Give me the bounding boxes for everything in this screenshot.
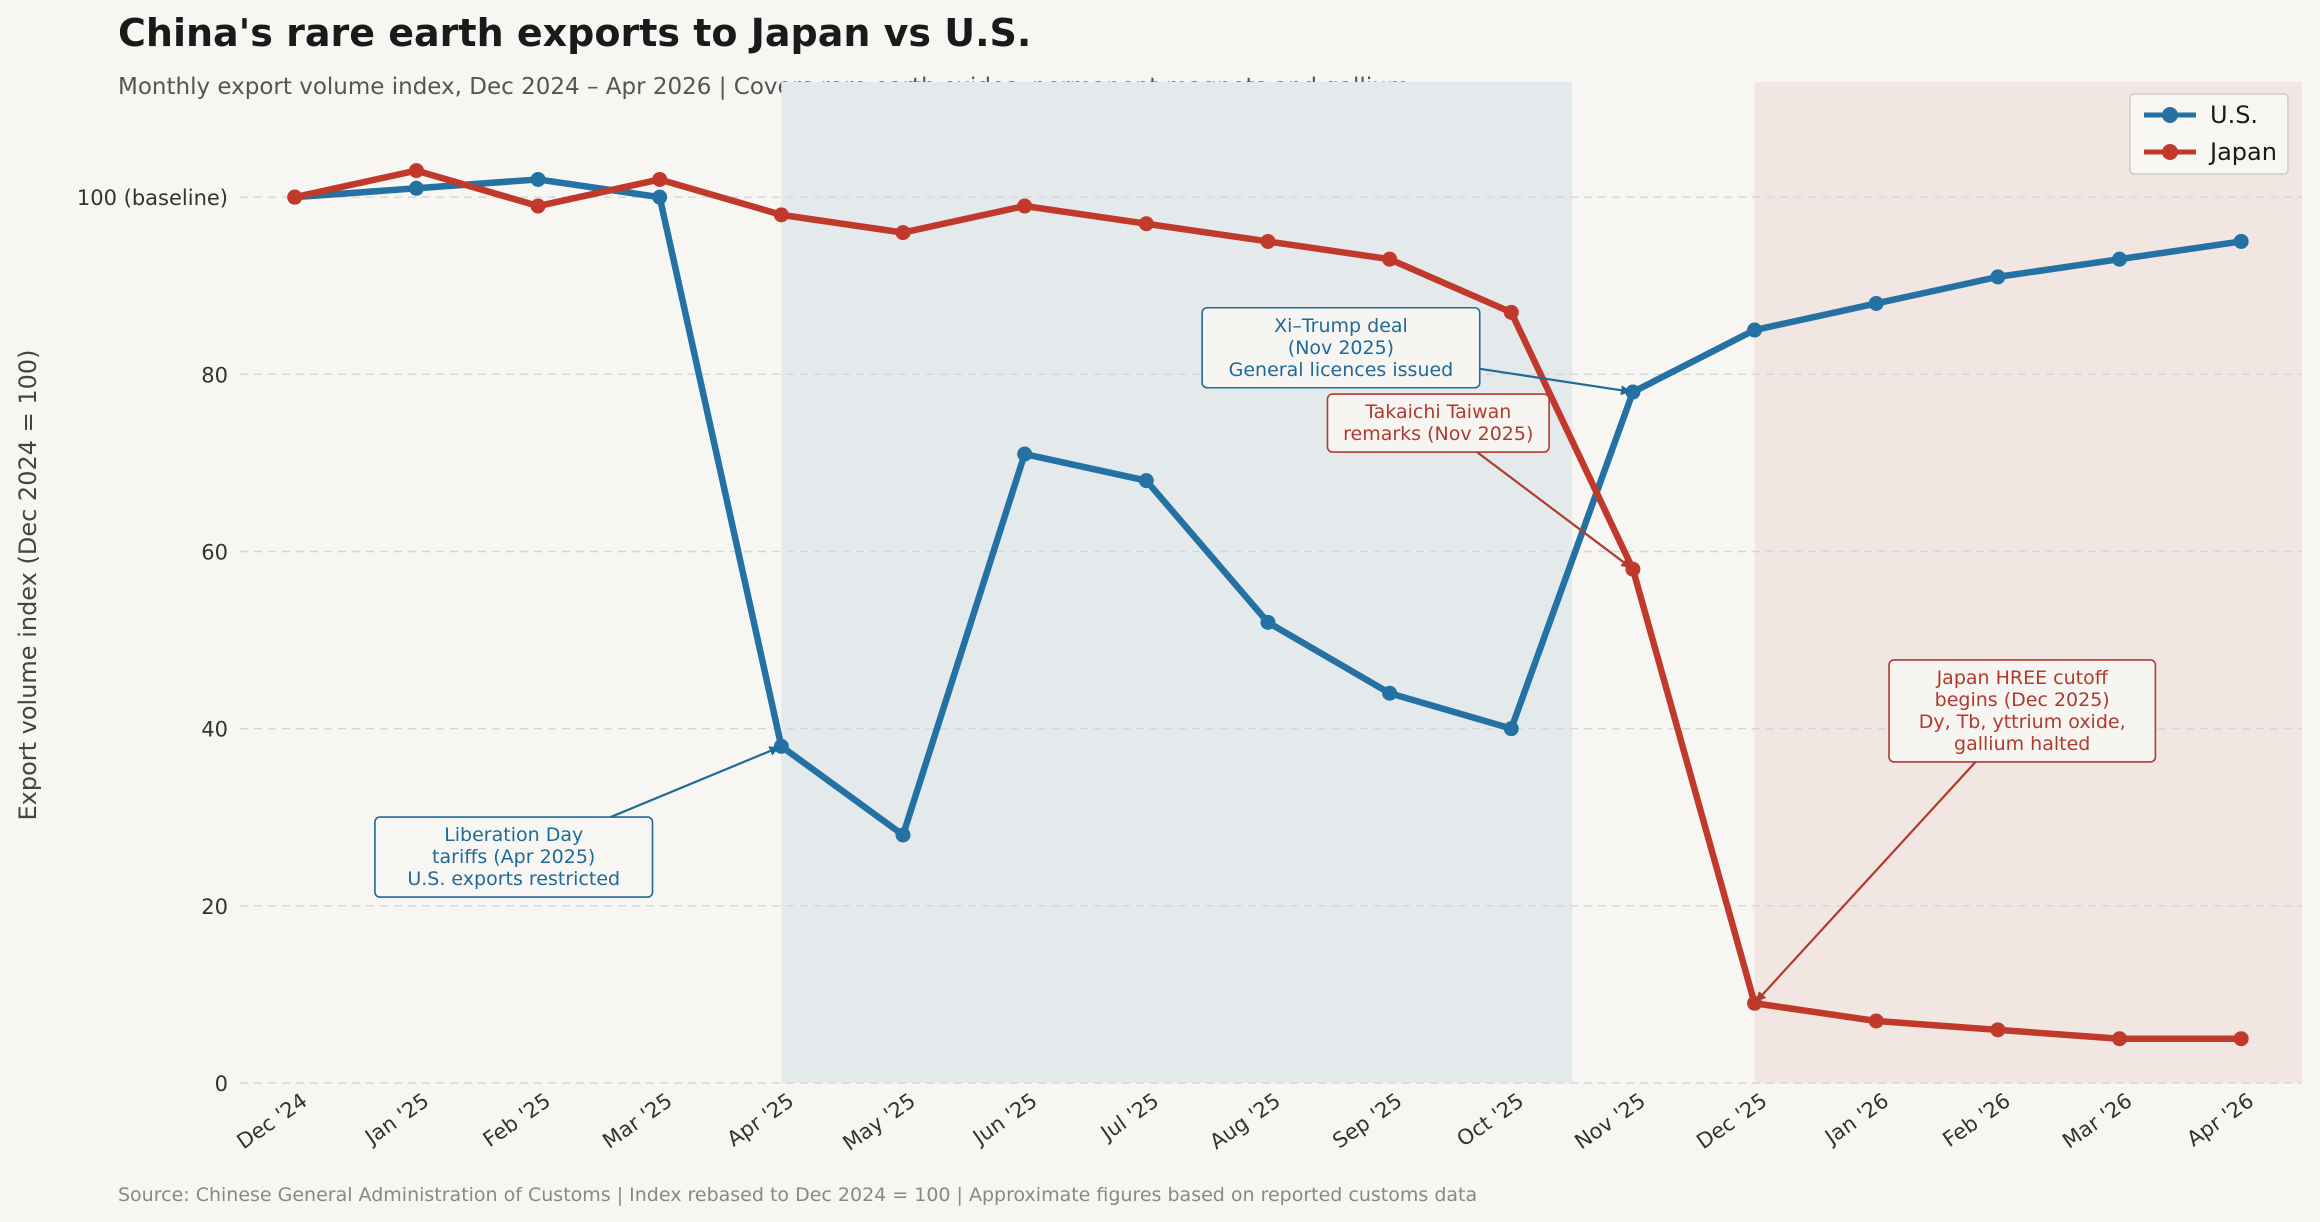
x-tick-labels: Dec '24 Jan '25 Feb '25 Mar '25 Apr '25 May '… — [232, 1088, 2258, 1155]
data-point-us — [1260, 614, 1276, 630]
annotation-arrow — [1755, 761, 1977, 1002]
annotation-text: Liberation Day — [444, 824, 583, 846]
x-tick-label: Mar '26 — [2058, 1088, 2136, 1153]
y-tick-label: 0 — [215, 1072, 228, 1096]
annotation-arrow — [1479, 367, 1631, 396]
legend-label-us: U.S. — [2210, 101, 2258, 129]
data-point-us — [895, 827, 911, 843]
data-point-japan — [530, 198, 546, 214]
x-tick-label: Jun '25 — [967, 1088, 1041, 1150]
data-point-us — [1747, 322, 1763, 338]
source-note: Source: Chinese General Administration o… — [118, 1184, 1477, 1206]
data-point-us — [1868, 295, 1884, 311]
shaded-regions — [781, 82, 2302, 1083]
x-tick-label: Apr '25 — [723, 1088, 799, 1151]
data-point-us — [1017, 446, 1033, 462]
data-point-us — [2112, 251, 2128, 267]
y-tick-label: 100 (baseline) — [77, 186, 228, 210]
annotation-text: Takaichi Taiwan — [1364, 401, 1511, 423]
legend-label-japan: Japan — [2208, 138, 2277, 166]
x-tick-label: Jul '25 — [1095, 1088, 1163, 1146]
annotation-text: Japan HREE cutoff — [1936, 667, 2109, 689]
data-point-japan — [1990, 1022, 2006, 1038]
annotation-text: General licences issued — [1229, 359, 1454, 381]
x-tick-label: Dec '24 — [232, 1088, 311, 1153]
annotation-box — [1201, 306, 1481, 389]
legend-marker-us — [2162, 107, 2178, 123]
annotation-text: begins (Dec 2025) — [1935, 689, 2110, 711]
data-point-us — [652, 189, 668, 205]
annotation-text: remarks (Nov 2025) — [1343, 423, 1533, 445]
annotation-box — [1326, 393, 1550, 453]
x-tick-label: Feb '25 — [479, 1088, 555, 1151]
y-axis-label: Export volume index (Dec 2024 = 100) — [14, 349, 42, 820]
data-point-japan — [1382, 251, 1398, 267]
data-point-us — [773, 738, 789, 754]
data-point-us — [1138, 473, 1154, 489]
shaded-region-1 — [1754, 82, 2302, 1083]
data-point-japan — [408, 163, 424, 179]
annotation-text: Xi–Trump deal — [1274, 315, 1408, 337]
x-tick-label: Feb '26 — [1938, 1088, 2014, 1151]
data-point-japan — [1503, 304, 1519, 320]
annotation-text: (Nov 2025) — [1288, 337, 1394, 359]
shaded-region-0 — [781, 82, 1573, 1083]
data-point-japan — [1260, 233, 1276, 249]
data-point-japan — [773, 207, 789, 223]
annotation-arrow — [1476, 451, 1632, 569]
x-tick-label: Jan '25 — [359, 1088, 433, 1150]
y-tick-label: 80 — [201, 363, 228, 387]
legend: U.S. Japan — [2129, 93, 2289, 175]
data-point-japan — [287, 189, 303, 205]
data-point-japan — [1868, 1013, 1884, 1029]
data-point-us — [2233, 233, 2249, 249]
y-tick-label: 60 — [201, 540, 228, 564]
data-point-us — [1503, 721, 1519, 737]
x-tick-label: Dec '25 — [1692, 1088, 1771, 1153]
y-tick-label: 40 — [201, 718, 228, 742]
x-tick-label: Jan '26 — [1819, 1088, 1893, 1150]
data-point-us — [408, 180, 424, 196]
data-point-japan — [1138, 216, 1154, 232]
data-point-us — [530, 171, 546, 187]
annotation-arrow — [609, 746, 780, 819]
annotation-text: Dy, Tb, yttrium oxide, — [1919, 711, 2126, 733]
x-tick-label: May '25 — [838, 1088, 919, 1155]
annotation-box — [1888, 659, 2157, 763]
data-point-japan — [895, 225, 911, 241]
annotation-text: U.S. exports restricted — [407, 868, 620, 890]
data-point-us — [1990, 269, 2006, 285]
chart-title: China's rare earth exports to Japan vs U… — [118, 11, 1031, 55]
x-tick-label: Mar '25 — [598, 1088, 676, 1153]
annotation-text: gallium halted — [1954, 733, 2090, 755]
data-point-japan — [2233, 1031, 2249, 1047]
x-tick-label: Apr '26 — [2182, 1088, 2258, 1151]
data-point-us — [1382, 685, 1398, 701]
legend-marker-japan — [2162, 144, 2178, 160]
data-point-japan — [1017, 198, 1033, 214]
annotation-text: tariffs (Apr 2025) — [432, 846, 595, 868]
x-tick-label: Sep '25 — [1328, 1088, 1406, 1153]
series-lines — [287, 163, 2249, 1047]
x-tick-label: Aug '25 — [1205, 1088, 1284, 1154]
x-tick-label: Oct '25 — [1453, 1088, 1529, 1151]
x-tick-label: Nov '25 — [1570, 1088, 1649, 1154]
y-tick-labels: 0 20 40 60 80 100 (baseline) — [77, 186, 228, 1096]
y-tick-label: 20 — [201, 895, 228, 919]
data-point-japan — [652, 171, 668, 187]
annotation-box — [374, 816, 654, 898]
data-point-japan — [2112, 1031, 2128, 1047]
